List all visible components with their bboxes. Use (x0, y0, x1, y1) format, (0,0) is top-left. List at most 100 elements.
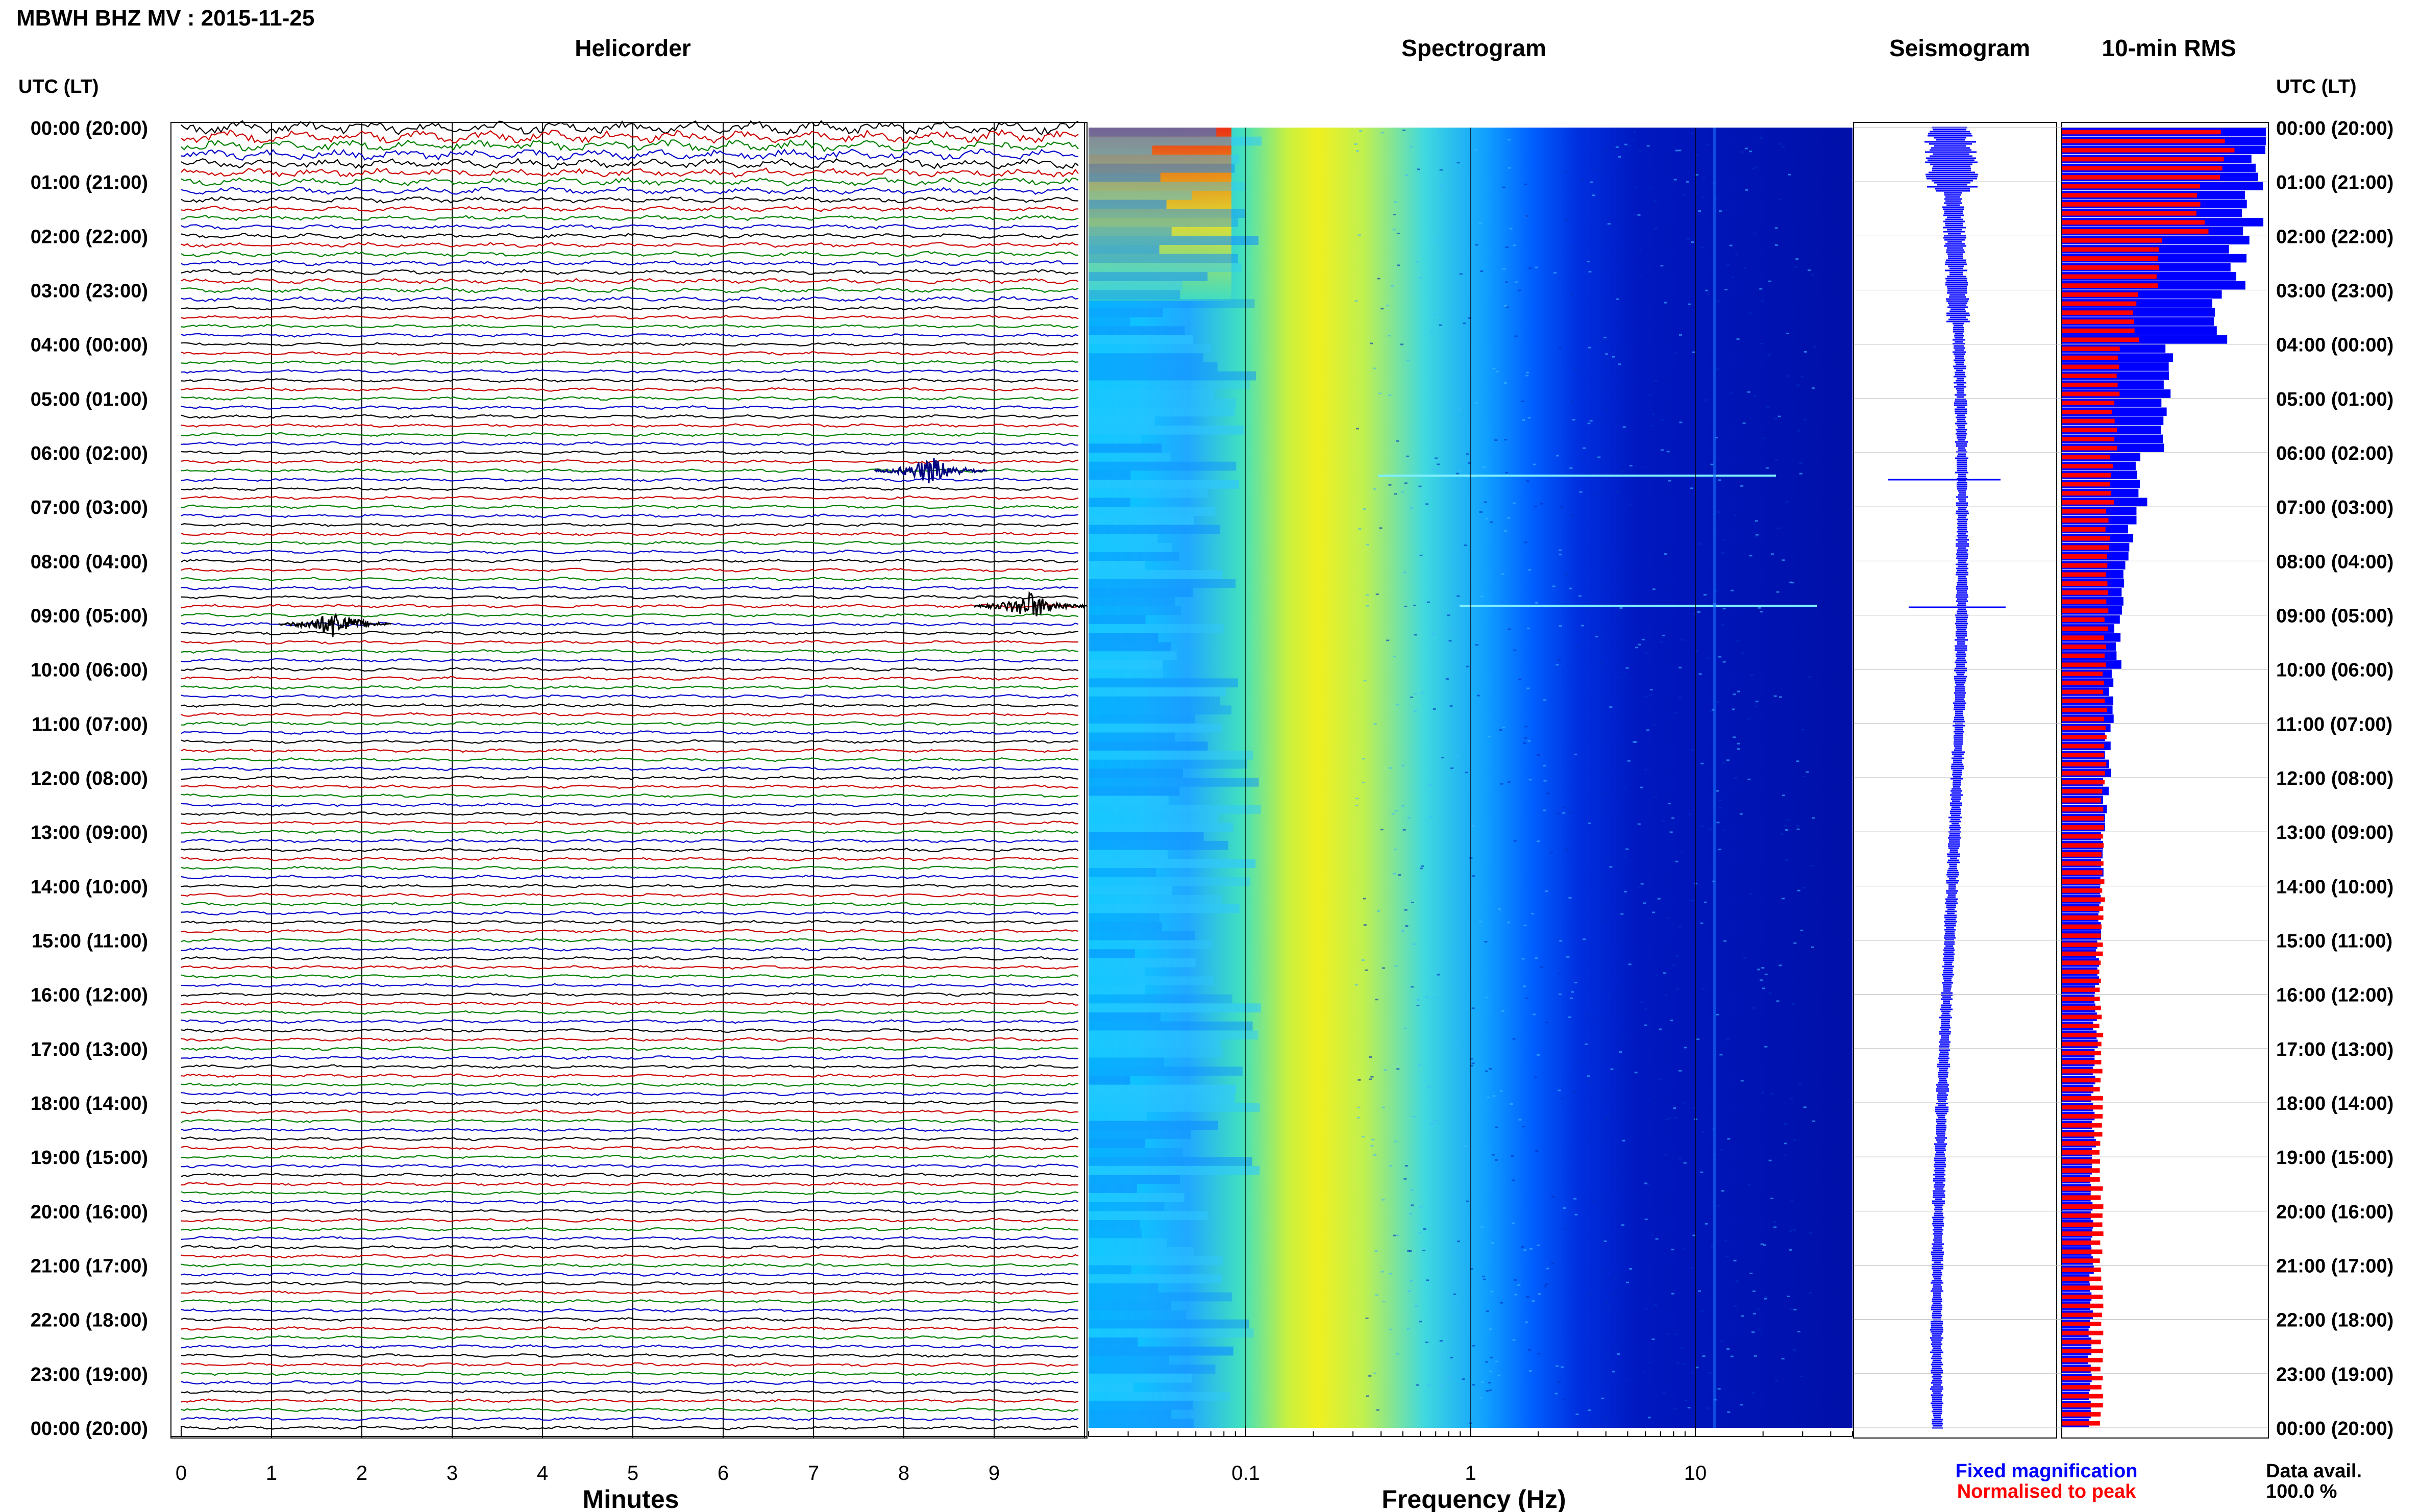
spectrogram-speckle (1357, 1106, 1361, 1108)
spectrogram-speckle (1373, 1372, 1377, 1374)
spectrogram-speckle (1781, 1358, 1785, 1360)
spectrogram-speckle (1705, 1223, 1708, 1225)
spectrogram-speckle (1468, 317, 1472, 319)
spectrogram-speckle (1606, 856, 1609, 858)
rms-bar-normalised (2062, 581, 2108, 586)
rms-bar-normalised (2062, 1024, 2100, 1029)
rms-bar-normalised (2062, 455, 2110, 460)
spectrogram-speckle (1518, 1119, 1522, 1121)
spectrogram-speckle (1559, 940, 1563, 942)
spectrogram-event-streak (1460, 605, 1817, 607)
spectrogram-speckle (1755, 534, 1759, 536)
spectrogram-speckle (1734, 777, 1738, 779)
spectrogram-speckle (1779, 199, 1782, 201)
spectrogram-speckle (1776, 591, 1780, 593)
spectrogram-speckle (1740, 1080, 1744, 1082)
spectrogram-speckle (1551, 1196, 1555, 1198)
spectrogram-speckle (1654, 380, 1658, 382)
helicorder-trace (181, 639, 1079, 645)
spectrogram-speckle (1740, 1404, 1743, 1406)
rms-bar-normalised (2062, 1005, 2101, 1010)
spectrogram-speckle (1489, 1356, 1493, 1358)
spectrogram-speckle (1794, 266, 1797, 268)
spectrogram-row (1089, 1365, 1216, 1374)
spectrogram-row (1089, 1003, 1261, 1013)
rms-bar-normalised (2062, 897, 2105, 902)
spectrogram-row (1089, 1067, 1243, 1076)
rms-bar-normalised (2062, 617, 2105, 622)
spectrogram-speckle (1692, 351, 1695, 353)
spectrogram-speckle (1543, 699, 1546, 701)
spectrogram-speckle (1587, 1075, 1590, 1077)
spectrogram-speckle (1430, 332, 1434, 334)
spectrogram-speckle (1614, 1349, 1618, 1351)
helicorder-trace (181, 748, 1079, 753)
rms-bar-normalised (2062, 292, 2138, 297)
spectrogram-speckle (1553, 272, 1557, 274)
spectrogram-speckle (1410, 697, 1414, 699)
spectrogram-speckle (1574, 368, 1577, 370)
spectrogram-speckle (1524, 737, 1527, 739)
spectrogram-speckle (1391, 813, 1395, 815)
spectrogram-speckle (1696, 1038, 1700, 1040)
helicorder-trace (181, 148, 1079, 161)
spectrogram-speckle (1525, 1321, 1528, 1323)
spectrogram-speckle (1499, 729, 1502, 731)
helicorder-trace (181, 206, 1079, 212)
helicorder-trace (181, 567, 1079, 573)
spectrogram-speckle (1502, 727, 1505, 729)
spectrogram-speckle (1726, 1348, 1730, 1350)
spectrogram-speckle (1419, 1206, 1423, 1208)
spectrogram-speckle (1721, 1190, 1724, 1192)
spectrogram-speckle (1740, 485, 1744, 487)
rms-bar-normalised (2062, 942, 2103, 947)
spectrogram-speckle (1811, 274, 1815, 276)
spectrogram-speckle (1659, 641, 1663, 643)
spectrogram-speckle (1727, 1138, 1731, 1140)
spectrogram-speckle (1558, 993, 1562, 995)
spectrogram-speckle (1583, 938, 1586, 940)
spectrogram-speckle (1551, 1262, 1554, 1265)
spectrogram-row (1089, 172, 1161, 182)
spectrogram-row (1089, 1238, 1167, 1248)
spectrogram-speckle (1754, 1355, 1757, 1357)
spectrogram-speckle (1370, 1145, 1374, 1147)
rms-bar-normalised (2062, 328, 2135, 333)
helicorder-trace (181, 838, 1079, 844)
spectrogram-speckle (1540, 966, 1543, 968)
helicorder-trace (181, 1127, 1079, 1132)
time-label-right: 14:00 (10:00) (2276, 876, 2393, 898)
spectrogram-speckle (1719, 807, 1722, 809)
rms-bar-normalised (2062, 202, 2201, 207)
helicorder-trace (181, 739, 1079, 744)
spectrogram-speckle (1533, 463, 1536, 465)
spectrogram-speckle (1629, 465, 1633, 467)
spectrogram-speckle (1784, 1143, 1787, 1145)
spectrogram-speckle (1655, 974, 1658, 976)
spectrogram-speckle (1682, 1248, 1686, 1250)
spectrogram-speckle (1432, 633, 1436, 635)
rms-bar-normalised (2062, 409, 2112, 414)
spectrogram-row (1089, 895, 1222, 904)
time-label-left: 20:00 (16:00) (31, 1201, 148, 1223)
time-label-left: 00:00 (20:00) (31, 118, 148, 139)
spectrogram-speckle (1704, 593, 1707, 596)
spectrogram-speckle (1485, 517, 1489, 519)
time-label-right: 02:00 (22:00) (2276, 226, 2393, 247)
spectrogram-speckle (1592, 1021, 1595, 1023)
spectrogram-speckle (1366, 543, 1369, 546)
spectrogram-speckle (1606, 1118, 1609, 1120)
minute-tick-label: 6 (718, 1462, 729, 1484)
spectrogram-speckle (1679, 1157, 1682, 1159)
spectrogram-speckle (1637, 214, 1641, 216)
spectrogram-speckle (1499, 1090, 1503, 1092)
spectrogram-speckle (1734, 1305, 1737, 1307)
spectrogram-speckle (1724, 1240, 1727, 1242)
spectrogram-speckle (1382, 967, 1386, 969)
spectrogram-speckle (1689, 900, 1693, 902)
spectrogram-speckle (1744, 147, 1748, 150)
helicorder-trace (181, 1398, 1079, 1403)
spectrogram-speckle (1675, 150, 1679, 152)
spectrogram-row (1089, 1301, 1171, 1310)
spectrogram-speckle (1435, 457, 1438, 459)
